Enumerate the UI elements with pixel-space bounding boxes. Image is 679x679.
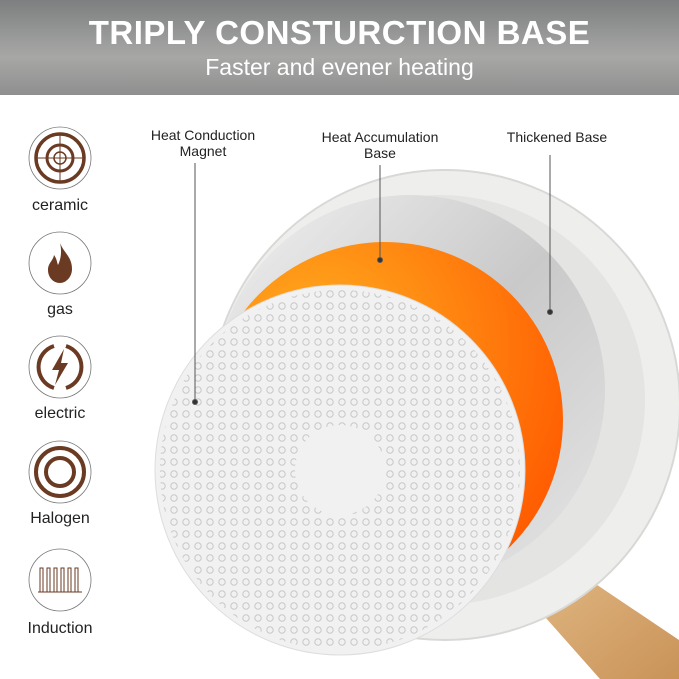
page-title: TRIPLY CONSTURCTION BASE (88, 14, 591, 51)
callout-line: Base (364, 145, 396, 161)
induction-coil-icon (28, 548, 92, 612)
callout-line: Heat Conduction (150, 127, 256, 143)
cooktop-label-gas: gas (47, 301, 73, 318)
lightning-icon (28, 335, 92, 399)
header-banner (0, 0, 679, 95)
cooktop-label-induction: Induction (27, 620, 93, 637)
page-subtitle: Faster and evener heating (205, 54, 474, 80)
callout-heat-accumulation-base: Heat Accumulation Base (305, 129, 455, 161)
cooktop-label-ceramic: ceramic (31, 197, 88, 214)
halogen-rings-icon (28, 440, 92, 504)
callout-line: Thickened Base (506, 129, 608, 145)
callout-line: Magnet (179, 143, 227, 159)
callout-thickened-base: Thickened Base (490, 129, 624, 145)
callout-line: Heat Accumulation (321, 129, 439, 145)
cooktop-label-halogen: Halogen (30, 510, 90, 527)
flame-icon (28, 231, 92, 295)
cooktop-label-electric: electric (34, 405, 86, 422)
leader-lines (192, 155, 553, 405)
ceramic-cooktop-icon (28, 126, 92, 190)
callout-heat-conduction-magnet: Heat Conduction Magnet (133, 127, 273, 159)
